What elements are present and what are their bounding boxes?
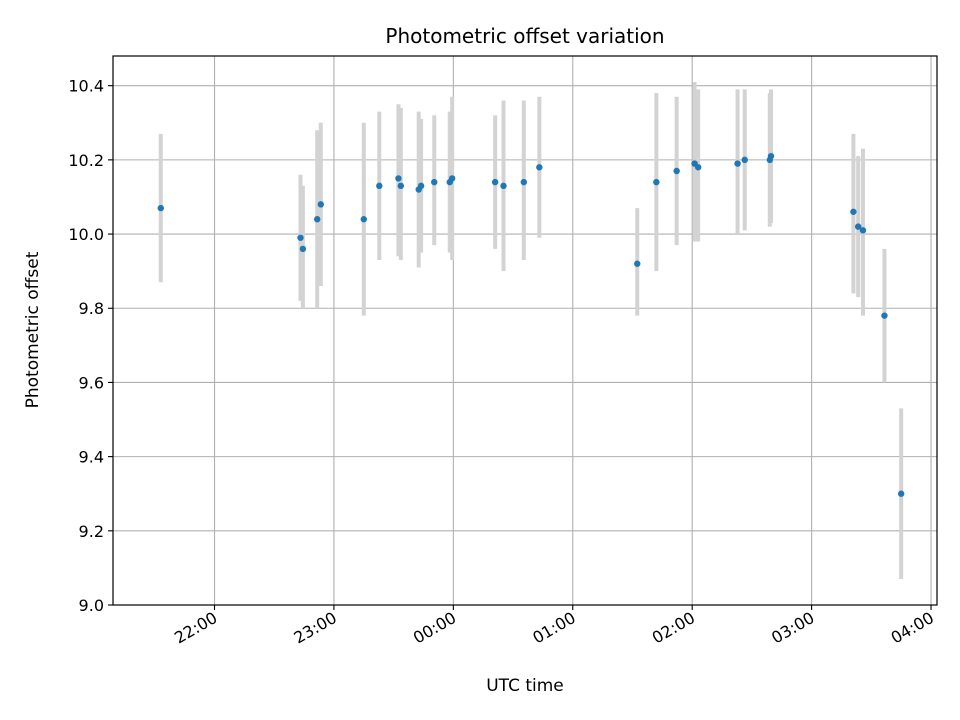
y-tick-label: 9.6 xyxy=(79,373,104,392)
data-point xyxy=(536,164,543,171)
y-tick-label: 9.2 xyxy=(79,522,104,541)
y-tick-label: 9.0 xyxy=(79,596,104,615)
data-point xyxy=(741,156,748,164)
data-point xyxy=(500,182,507,190)
y-axis: 9.0 9.2 9.4 9.6 9.8 10.0 10.2 10.4 xyxy=(68,77,113,615)
data-point xyxy=(376,182,383,190)
data-point xyxy=(317,201,324,208)
data-point xyxy=(360,216,367,223)
data-point xyxy=(734,160,741,167)
y-tick-label: 10.4 xyxy=(68,77,104,96)
data-point xyxy=(491,178,499,186)
y-tick-label: 10.2 xyxy=(68,151,104,170)
data-point xyxy=(397,182,405,190)
y-tick-label: 10.0 xyxy=(68,225,104,244)
plot-frame xyxy=(112,55,938,606)
data-point xyxy=(431,178,438,186)
data-point xyxy=(314,216,321,223)
data-point xyxy=(417,182,425,190)
data-point xyxy=(897,490,905,497)
y-axis-title: Photometric offset xyxy=(23,251,43,408)
data-point xyxy=(854,223,862,230)
data-point xyxy=(520,178,528,186)
y-tick-label: 9.4 xyxy=(79,448,104,467)
x-axis-title: UTC time xyxy=(486,676,564,696)
data-point xyxy=(299,245,307,253)
data-point xyxy=(859,227,867,234)
data-point xyxy=(448,175,456,182)
data-point xyxy=(850,208,857,215)
data-point xyxy=(157,204,164,212)
data-points xyxy=(157,152,905,497)
data-point xyxy=(881,312,888,319)
y-tick-label: 9.8 xyxy=(79,299,104,318)
chart-title: Photometric offset variation xyxy=(385,24,664,48)
data-point xyxy=(395,175,402,182)
data-point xyxy=(694,164,702,171)
data-point xyxy=(653,178,660,186)
data-point xyxy=(767,152,775,160)
data-point xyxy=(673,167,680,175)
data-point xyxy=(634,260,641,267)
data-point xyxy=(297,234,304,241)
